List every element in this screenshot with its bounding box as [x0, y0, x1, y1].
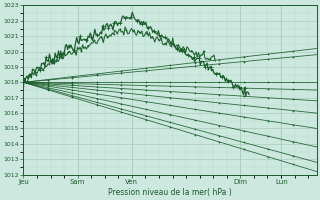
X-axis label: Pression niveau de la mer( hPa ): Pression niveau de la mer( hPa ) — [108, 188, 232, 197]
